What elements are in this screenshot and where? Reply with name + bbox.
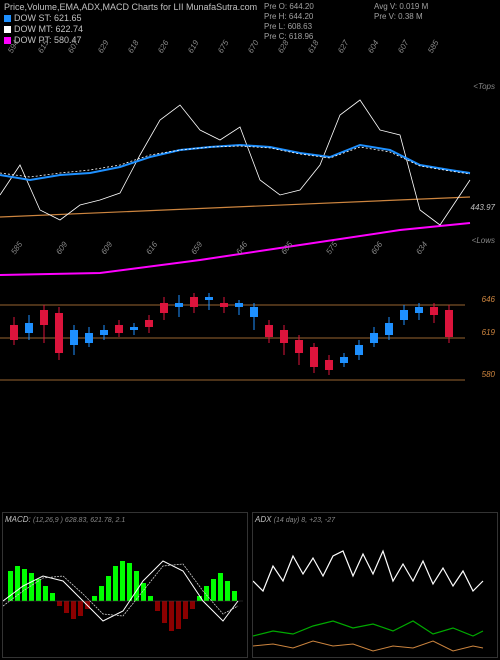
- svg-text:443.97: 443.97: [471, 203, 496, 212]
- svg-text:609: 609: [99, 240, 114, 257]
- svg-text:606: 606: [369, 240, 384, 257]
- volume-stats: Avg V: 0.019 MPre V: 0.38 M: [374, 2, 428, 22]
- svg-text:646: 646: [482, 295, 496, 304]
- svg-text:659: 659: [189, 240, 204, 257]
- svg-text:575: 575: [324, 240, 339, 257]
- legend-item: DOW MT: 622.74: [4, 24, 496, 34]
- svg-text:585: 585: [9, 240, 24, 257]
- main-price-chart: 585 609 609 616 659 646 605 575 606 634 <Tops 443.9…: [0, 45, 500, 385]
- svg-text:616: 616: [144, 240, 159, 257]
- svg-text:605: 605: [279, 240, 294, 257]
- svg-text:619: 619: [482, 328, 496, 337]
- svg-text:580: 580: [482, 370, 496, 379]
- ohlc-stats: Pre O: 644.20Pre H: 644.20Pre L: 608.63P…: [264, 2, 314, 42]
- svg-text:634: 634: [414, 240, 429, 257]
- macd-chart: [3, 526, 247, 656]
- svg-text:<Tops: <Tops: [473, 82, 495, 91]
- svg-text:609: 609: [54, 240, 69, 257]
- adx-panel: ADX (14 day) 8, +23, -27: [252, 512, 498, 658]
- macd-panel: MACD: (12,26,9 ) 628.83, 621.78, 2.1: [2, 512, 248, 658]
- adx-chart: [253, 526, 497, 656]
- chart-header: Price,Volume,EMA,ADX,MACD Charts for LII…: [4, 2, 496, 47]
- indicator-row: MACD: (12,26,9 ) 628.83, 621.78, 2.1 ADX…: [0, 510, 500, 660]
- svg-text:<Lows: <Lows: [472, 236, 495, 245]
